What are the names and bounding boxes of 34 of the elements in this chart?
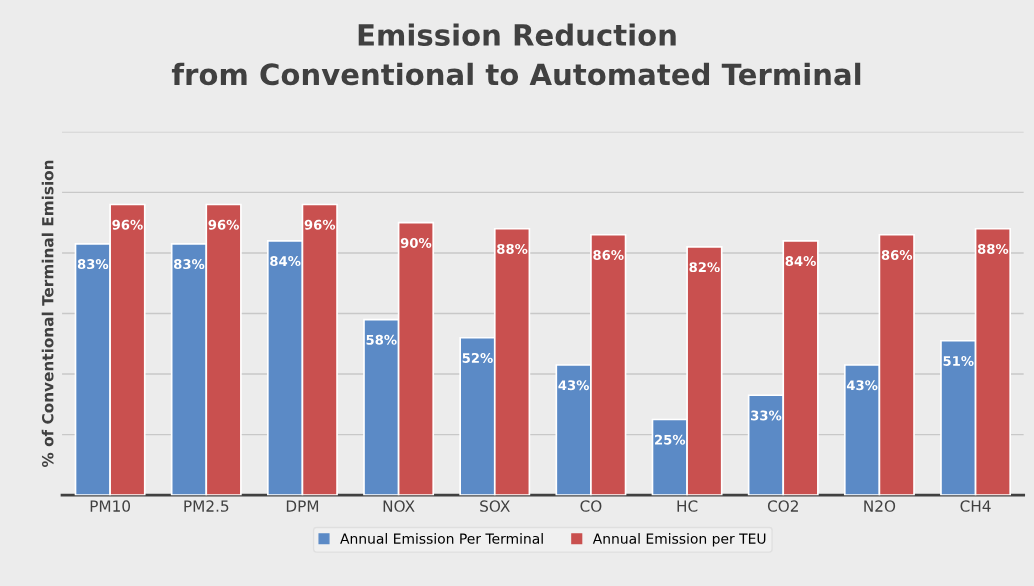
data-label: 43%	[558, 380, 589, 391]
data-label: 52%	[462, 352, 493, 363]
legend-label: Annual Emission Per Terminal	[340, 533, 543, 544]
data-label: 96%	[304, 219, 336, 230]
x-tick-label: HC	[677, 500, 698, 512]
x-tick-label: CO2	[767, 500, 798, 512]
x-tick-label: DPM	[286, 500, 319, 512]
legend-label: Annual Emission per TEU	[592, 533, 766, 547]
data-label: 84%	[785, 256, 816, 267]
data-label: 58%	[366, 334, 397, 345]
data-label: 84%	[270, 256, 301, 267]
data-label: 43%	[846, 380, 878, 391]
x-tick-label: CH4	[960, 500, 991, 512]
chart-title: Emission Reduction from Conventional to Automated Terminal	[171, 23, 861, 86]
data-label: 88%	[977, 243, 1009, 254]
data-label: 51%	[943, 356, 974, 366]
data-label: 86%	[881, 250, 913, 261]
data-label: 82%	[689, 262, 720, 273]
data-label: 86%	[593, 250, 624, 261]
data-label: 90%	[400, 237, 432, 248]
x-tick-label: PM2.5	[184, 500, 229, 512]
data-label: 88%	[497, 243, 528, 254]
data-label: 96%	[112, 219, 143, 230]
data-label: 83%	[173, 259, 205, 270]
x-tick-label: N2O	[864, 500, 896, 512]
y-axis-title: % of Conventional Terminal Emision	[41, 160, 54, 468]
x-tick-label: SOX	[480, 500, 510, 512]
data-label: 83%	[77, 259, 109, 270]
data-label: 25%	[655, 434, 686, 445]
x-tick-label: CO	[580, 500, 602, 512]
x-tick-label: NOX	[383, 500, 415, 512]
x-tick-label: PM10	[90, 500, 131, 512]
data-label: 96%	[208, 219, 239, 230]
data-label: 33%	[751, 410, 782, 421]
